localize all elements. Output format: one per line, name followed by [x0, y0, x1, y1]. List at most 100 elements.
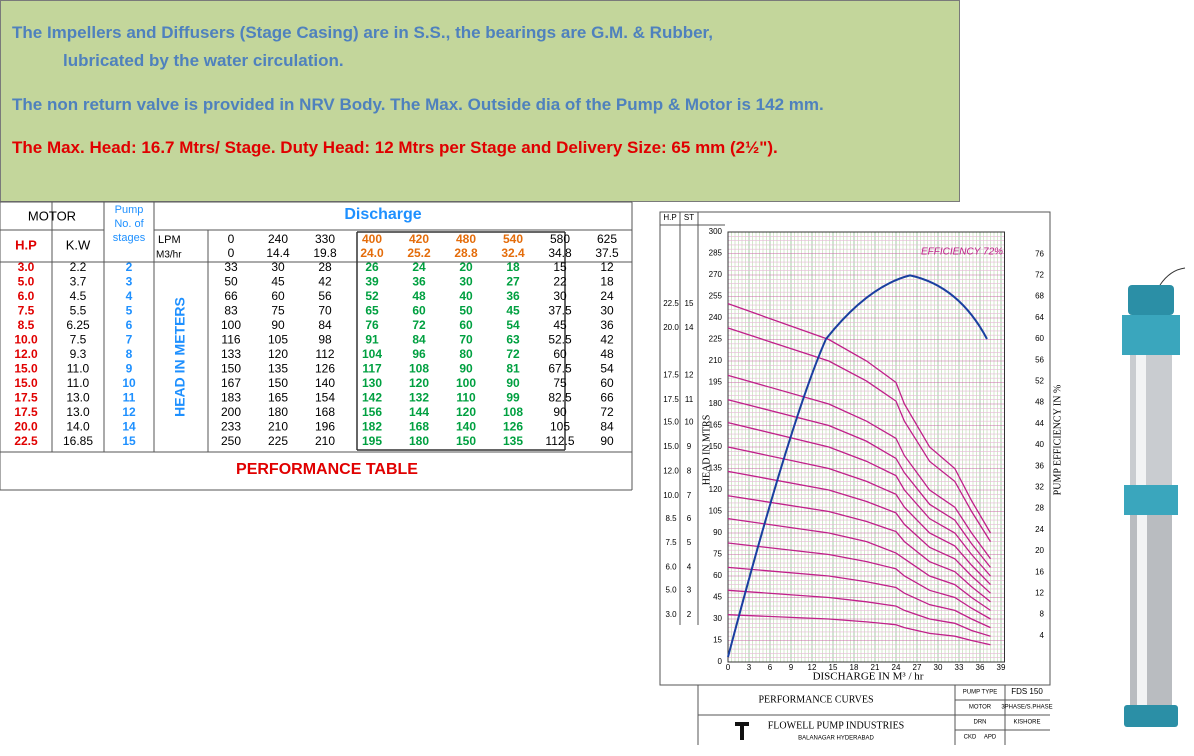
label: 24 — [600, 289, 614, 303]
label: 15.0 — [663, 418, 679, 427]
label: 14.4 — [266, 246, 290, 260]
label: 60 — [600, 376, 614, 390]
label: 195 — [709, 378, 723, 387]
label: 9.3 — [70, 347, 87, 361]
label: 24 — [892, 663, 901, 672]
label: 12.0 — [663, 466, 679, 475]
label: 5.0 — [18, 275, 35, 289]
label: 48 — [600, 347, 614, 361]
label: 30 — [553, 289, 567, 303]
label: 15.0 — [14, 362, 38, 376]
label: 60 — [412, 304, 426, 318]
label: 540 — [503, 232, 523, 246]
label: 5 — [126, 304, 133, 318]
label: 30 — [600, 304, 614, 318]
label: 3.0 — [18, 260, 35, 274]
label: 8 — [1040, 610, 1045, 619]
label: 36 — [506, 289, 520, 303]
label: 126 — [503, 420, 523, 434]
label: 36 — [1035, 461, 1044, 470]
label: stages — [113, 232, 146, 244]
label: M3/hr — [156, 250, 182, 261]
label: 66 — [224, 289, 238, 303]
label: 11.0 — [67, 376, 90, 390]
label: 64 — [1035, 313, 1044, 322]
label: 0 — [228, 232, 235, 246]
label: 167 — [221, 376, 241, 390]
label: 6.0 — [18, 289, 35, 303]
label: 48 — [412, 289, 426, 303]
label: 60 — [271, 289, 285, 303]
label: 20.0 — [663, 323, 679, 332]
label: HEAD IN MTRS — [701, 415, 712, 486]
label: 40 — [459, 289, 473, 303]
label: 90 — [271, 318, 285, 332]
label: 285 — [709, 249, 723, 258]
label: 60 — [553, 347, 567, 361]
label: 8 — [687, 466, 692, 475]
label: ST — [684, 213, 694, 222]
label: 70 — [459, 333, 473, 347]
label: 90 — [553, 405, 567, 419]
label: 76 — [365, 318, 379, 332]
label: 183 — [221, 391, 241, 405]
label: 45 — [271, 275, 285, 289]
label: 130 — [362, 376, 382, 390]
stage-curve — [727, 327, 992, 542]
label: 240 — [268, 232, 288, 246]
label: 10.0 — [14, 333, 38, 347]
label: 165 — [268, 391, 288, 405]
label: 3 — [687, 585, 692, 594]
label: 116 — [221, 333, 240, 347]
label: 24.0 — [360, 246, 384, 260]
label: 75 — [713, 550, 722, 559]
label: 625 — [597, 232, 617, 246]
label: 40 — [1035, 440, 1044, 449]
label: 0 — [726, 663, 731, 672]
label: 20 — [1035, 546, 1044, 555]
label: 39 — [997, 663, 1006, 672]
label: 3.0 — [665, 610, 677, 619]
label: Pump — [115, 204, 144, 216]
label: 25.2 — [407, 246, 431, 260]
label: 68 — [1035, 292, 1044, 301]
label: 75 — [271, 304, 285, 318]
label: 420 — [409, 232, 429, 246]
label: 182 — [362, 420, 382, 434]
label: 105 — [268, 333, 288, 347]
label: 81 — [506, 362, 520, 376]
label: 63 — [506, 333, 520, 347]
label: 3PHASE/S.PHASE — [1001, 705, 1052, 711]
label: CKD — [964, 735, 977, 741]
label: 5 — [687, 538, 692, 547]
label: 225 — [268, 434, 288, 448]
label: 17.5 — [14, 405, 38, 419]
pump-image — [1122, 267, 1186, 727]
label: 12 — [122, 405, 136, 419]
label: 18 — [600, 275, 614, 289]
stage-curve — [727, 303, 992, 534]
label: 108 — [503, 405, 523, 419]
label: 13.0 — [66, 391, 90, 405]
label: 105 — [550, 420, 570, 434]
label: 2 — [687, 610, 692, 619]
label: 4 — [1040, 631, 1045, 640]
label: 37.5 — [595, 246, 619, 260]
label: 135 — [268, 362, 288, 376]
label: KISHORE — [1013, 720, 1040, 726]
label: 84 — [412, 333, 426, 347]
label: 6.25 — [66, 318, 90, 332]
label: 90 — [459, 362, 473, 376]
label: 480 — [456, 232, 476, 246]
label: 50 — [224, 275, 238, 289]
label: 10 — [685, 418, 694, 427]
label: 18 — [850, 663, 859, 672]
label: 7.5 — [665, 538, 677, 547]
label: 76 — [1035, 249, 1044, 258]
label: 9 — [126, 362, 133, 376]
stage-curve — [727, 470, 991, 594]
label: 37.5 — [548, 304, 572, 318]
label: 270 — [709, 270, 723, 279]
label: 210 — [315, 434, 335, 448]
